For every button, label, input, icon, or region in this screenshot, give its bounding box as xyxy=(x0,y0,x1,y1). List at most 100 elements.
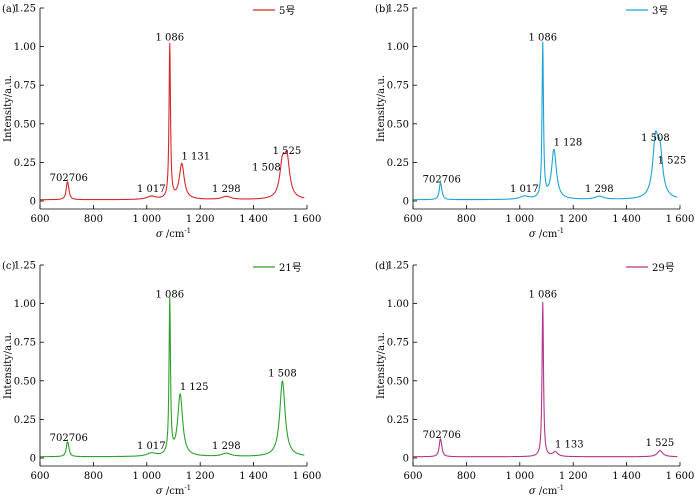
legend-label: 29号 xyxy=(652,262,675,274)
peak-label: 1 133 xyxy=(555,439,584,450)
y-tick-label: 0.75 xyxy=(387,338,409,349)
x-tick-label: 1 200 xyxy=(186,471,215,482)
panel-tag: (c) xyxy=(2,261,16,272)
peak-label: 1 086 xyxy=(155,290,184,301)
x-tick-label: 1 000 xyxy=(132,214,161,225)
y-tick-label: 0 xyxy=(403,197,409,208)
x-tick-label: 1 400 xyxy=(239,471,268,482)
chart-panel: (b) 0 0.25 0.50 0.75 1.00 1.25 600 800 1 000 1 200… xyxy=(375,4,694,241)
y-tick-label: 0.25 xyxy=(14,158,36,169)
y-tick-label: 1.25 xyxy=(387,261,409,272)
chart-panel: (a) 0 0.25 0.50 0.75 1.00 1.25 600 800 1 000 1 200… xyxy=(2,4,321,241)
peak-label: 706 xyxy=(442,430,461,441)
x-axis-title: σ /cm-1 xyxy=(156,484,191,497)
y-axis-title: Intensity/a.u. xyxy=(3,75,14,142)
x-tick-label: 1 200 xyxy=(559,471,588,482)
peak-label: 1 086 xyxy=(155,33,184,44)
x-tick-label: 600 xyxy=(403,214,422,225)
x-tick-label: 600 xyxy=(30,471,49,482)
x-tick-label: 800 xyxy=(84,214,103,225)
x-axis-title: σ /cm-1 xyxy=(156,227,191,240)
peak-label: 702 xyxy=(50,433,69,444)
x-tick-label: 600 xyxy=(30,214,49,225)
peak-label: 1 017 xyxy=(510,184,539,195)
y-tick-label: 0 xyxy=(403,454,409,465)
x-tick-label: 1 400 xyxy=(612,214,641,225)
peak-label: 702 xyxy=(423,175,442,186)
peak-label: 1 525 xyxy=(273,146,302,157)
x-axis-title: σ /cm-1 xyxy=(529,484,564,497)
peak-label: 1 125 xyxy=(180,382,209,393)
panel-tag: (d) xyxy=(375,261,389,272)
y-tick-label: 1.00 xyxy=(387,42,409,53)
x-tick-label: 1 600 xyxy=(293,471,322,482)
peak-label: 706 xyxy=(442,175,461,186)
panel-tag: (a) xyxy=(2,4,16,15)
y-tick-label: 0.25 xyxy=(387,415,409,426)
y-tick-label: 0 xyxy=(30,454,36,465)
chart-panel: (d) 0 0.25 0.50 0.75 1.00 1.25 600 800 1 000 1 200… xyxy=(375,261,694,498)
peak-label: 1 086 xyxy=(528,33,557,44)
x-axis-title: σ /cm-1 xyxy=(529,227,564,240)
y-tick-label: 0 xyxy=(30,197,36,208)
legend-label: 5号 xyxy=(279,5,295,17)
peak-label: 1 128 xyxy=(554,138,583,149)
x-tick-label: 1 200 xyxy=(559,214,588,225)
x-tick-label: 1 200 xyxy=(186,214,215,225)
legend-label: 3号 xyxy=(652,5,668,17)
x-tick-label: 1 600 xyxy=(666,471,695,482)
peak-label: 1 508 xyxy=(641,133,670,144)
y-tick-label: 0.50 xyxy=(387,376,409,387)
x-tick-label: 1 400 xyxy=(239,214,268,225)
y-tick-label: 1.00 xyxy=(14,42,36,53)
x-tick-label: 800 xyxy=(457,471,476,482)
y-axis-title: Intensity/a.u. xyxy=(376,332,387,399)
y-tick-label: 1.00 xyxy=(387,299,409,310)
peak-label: 1 298 xyxy=(212,441,241,452)
series-line xyxy=(413,41,678,201)
y-tick-label: 0.50 xyxy=(14,119,36,130)
peak-label: 1 086 xyxy=(528,290,557,301)
y-tick-label: 1.25 xyxy=(14,4,36,15)
peak-label: 1 508 xyxy=(252,163,281,174)
chart-panel: (c) 0 0.25 0.50 0.75 1.00 1.25 600 800 1 000 1 200… xyxy=(2,261,321,498)
peak-label: 706 xyxy=(69,173,88,184)
peak-label: 1 298 xyxy=(585,184,614,195)
x-tick-label: 1 000 xyxy=(132,471,161,482)
y-tick-label: 0.75 xyxy=(14,81,36,92)
y-tick-label: 0.50 xyxy=(387,119,409,130)
series-line xyxy=(40,297,305,458)
panel-tag: (b) xyxy=(375,4,389,15)
legend-label: 21号 xyxy=(279,262,302,274)
y-tick-label: 0.50 xyxy=(14,376,36,387)
x-tick-label: 600 xyxy=(403,471,422,482)
y-tick-label: 0.75 xyxy=(14,338,36,349)
y-tick-label: 0.25 xyxy=(387,158,409,169)
peak-label: 706 xyxy=(69,433,88,444)
x-tick-label: 1 600 xyxy=(666,214,695,225)
y-axis-title: Intensity/a.u. xyxy=(3,332,14,399)
y-tick-label: 0.75 xyxy=(387,81,409,92)
x-tick-label: 1 000 xyxy=(505,471,534,482)
peak-label: 1 525 xyxy=(646,438,675,449)
x-tick-label: 800 xyxy=(457,214,476,225)
x-tick-label: 1 600 xyxy=(293,214,322,225)
y-tick-label: 1.25 xyxy=(14,261,36,272)
peak-label: 1 298 xyxy=(212,184,241,195)
peak-label: 1 017 xyxy=(137,441,166,452)
y-tick-label: 0.25 xyxy=(14,415,36,426)
x-tick-label: 1 400 xyxy=(612,471,641,482)
peak-label: 1 508 xyxy=(268,368,297,379)
peak-label: 1 131 xyxy=(181,151,210,162)
y-tick-label: 1.00 xyxy=(14,299,36,310)
peak-label: 702 xyxy=(423,430,442,441)
series-line xyxy=(40,42,305,201)
series-line xyxy=(413,301,678,458)
y-tick-label: 1.25 xyxy=(387,4,409,15)
x-tick-label: 800 xyxy=(84,471,103,482)
peak-label: 702 xyxy=(50,173,69,184)
peak-label: 1 525 xyxy=(658,155,687,166)
y-axis-title: Intensity/a.u. xyxy=(376,75,387,142)
peak-label: 1 017 xyxy=(137,184,166,195)
